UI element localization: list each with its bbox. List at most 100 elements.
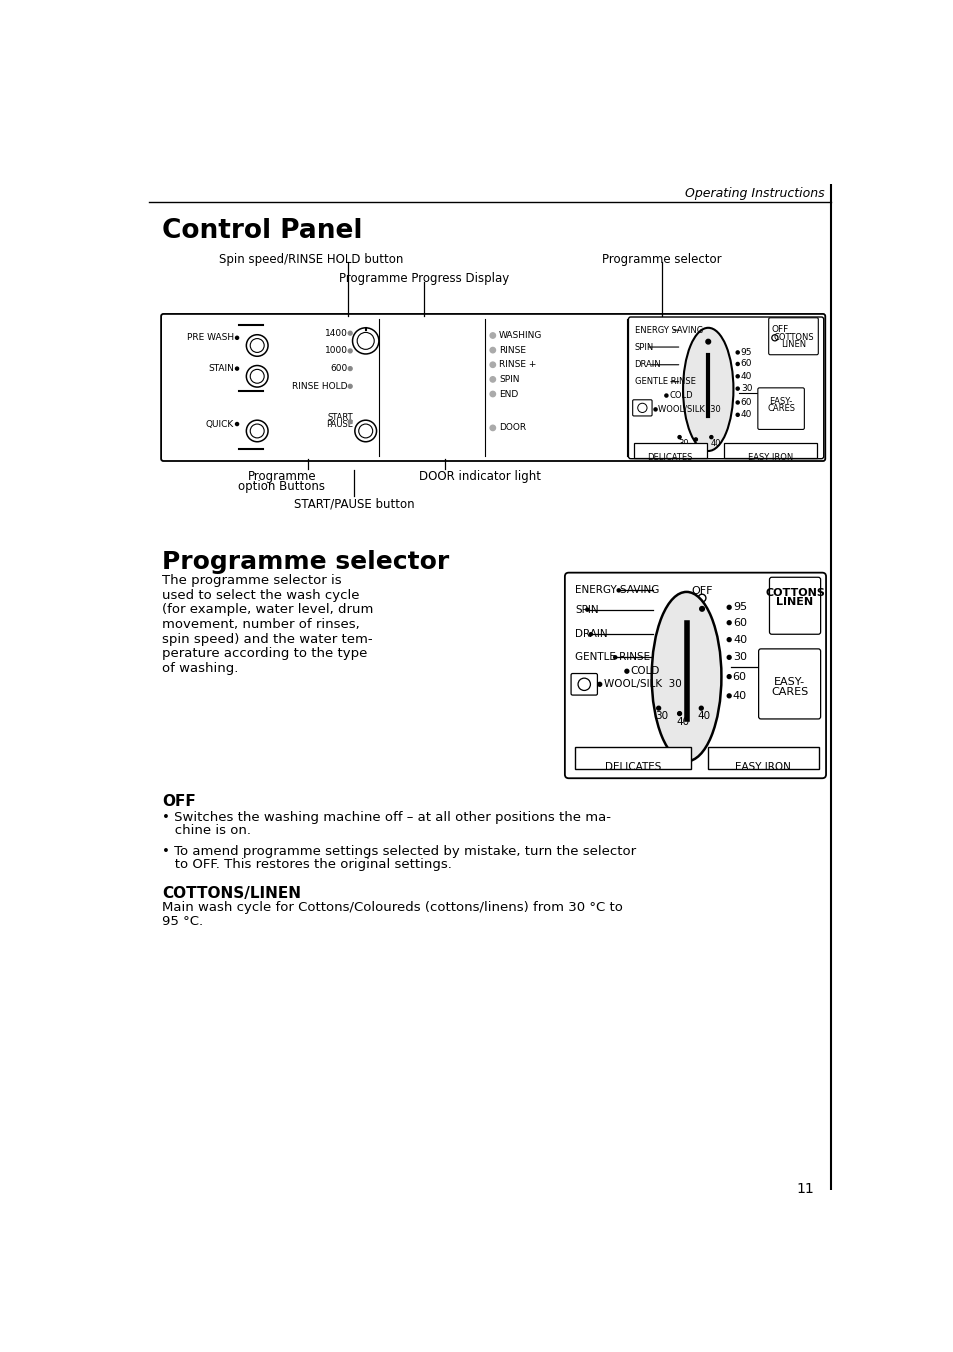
Circle shape (490, 425, 495, 430)
Circle shape (736, 362, 739, 365)
Text: RINSE +: RINSE + (498, 360, 536, 369)
Text: of washing.: of washing. (162, 662, 238, 675)
Text: Main wash cycle for Cottons/Coloureds (cottons/linens) from 30 °C to: Main wash cycle for Cottons/Coloureds (c… (162, 902, 622, 914)
Circle shape (736, 414, 739, 416)
FancyBboxPatch shape (757, 388, 803, 430)
Text: 60: 60 (732, 672, 745, 681)
Text: 1400: 1400 (325, 329, 348, 338)
Circle shape (235, 366, 238, 370)
Text: 40: 40 (732, 691, 745, 700)
Circle shape (613, 656, 617, 658)
Text: 60: 60 (740, 360, 752, 369)
Text: 40: 40 (697, 711, 710, 721)
Text: GENTLE RINSE: GENTLE RINSE (575, 653, 649, 662)
Text: COTTONS: COTTONS (764, 588, 824, 598)
Text: 11: 11 (796, 1183, 813, 1197)
Text: 95: 95 (732, 602, 746, 612)
Text: DRAIN: DRAIN (575, 629, 607, 639)
Text: 95 °C.: 95 °C. (162, 914, 203, 927)
Text: (for example, water level, drum: (for example, water level, drum (162, 603, 373, 617)
Text: movement, number of rinses,: movement, number of rinses, (162, 618, 359, 631)
Circle shape (585, 608, 588, 611)
Text: COLD: COLD (669, 391, 693, 400)
Circle shape (617, 589, 619, 592)
Circle shape (348, 349, 352, 353)
Circle shape (694, 438, 697, 441)
Text: 30: 30 (678, 439, 688, 449)
Ellipse shape (651, 592, 720, 761)
Text: used to select the wash cycle: used to select the wash cycle (162, 589, 359, 602)
Text: Operating Instructions: Operating Instructions (684, 187, 823, 200)
Circle shape (726, 621, 730, 625)
Text: to OFF. This restores the original settings.: to OFF. This restores the original setti… (162, 859, 452, 871)
FancyBboxPatch shape (758, 649, 820, 719)
Circle shape (348, 384, 352, 388)
Text: 1000: 1000 (325, 346, 348, 356)
Circle shape (348, 331, 352, 335)
Circle shape (490, 362, 495, 368)
Text: 40: 40 (710, 439, 720, 449)
Circle shape (598, 683, 601, 687)
Text: EASY IRON: EASY IRON (735, 763, 790, 772)
Text: OFF: OFF (770, 326, 787, 334)
Circle shape (736, 375, 739, 377)
Text: 40: 40 (740, 410, 751, 419)
Text: DRAIN: DRAIN (634, 360, 660, 369)
Text: Programme selector: Programme selector (601, 253, 720, 266)
Text: 60: 60 (740, 397, 752, 407)
Text: 40: 40 (693, 443, 703, 453)
Bar (723, 442, 816, 458)
Text: perature according to the type: perature according to the type (162, 648, 367, 660)
Text: PAUSE: PAUSE (326, 420, 354, 430)
Circle shape (736, 402, 739, 404)
Circle shape (664, 393, 667, 397)
Text: RINSE: RINSE (498, 346, 525, 354)
Text: ENERGY SAVING: ENERGY SAVING (575, 585, 659, 595)
Circle shape (654, 408, 657, 411)
Text: STAIN: STAIN (208, 364, 233, 373)
Text: QUICK: QUICK (206, 419, 233, 429)
Text: OFF: OFF (162, 794, 195, 808)
Text: Control Panel: Control Panel (162, 218, 362, 243)
Circle shape (709, 435, 712, 438)
Text: CARES: CARES (766, 404, 794, 412)
Text: DELICATES: DELICATES (604, 763, 660, 772)
Text: GENTLE RINSE: GENTLE RINSE (634, 377, 695, 387)
Text: 40: 40 (740, 372, 751, 381)
Text: DELICATES: DELICATES (647, 453, 692, 462)
Circle shape (726, 675, 730, 679)
Bar (707, 748, 819, 769)
Circle shape (699, 706, 702, 710)
Text: chine is on.: chine is on. (162, 825, 251, 837)
Text: 95: 95 (740, 347, 752, 357)
Text: CARES: CARES (770, 687, 807, 696)
Text: DOOR: DOOR (498, 423, 525, 433)
Text: START/PAUSE button: START/PAUSE button (294, 498, 414, 510)
Text: spin speed) and the water tem-: spin speed) and the water tem- (162, 633, 372, 646)
Text: SPIN: SPIN (575, 604, 598, 615)
FancyBboxPatch shape (632, 400, 652, 416)
Text: COTTONS: COTTONS (772, 333, 813, 342)
Circle shape (235, 337, 238, 339)
FancyBboxPatch shape (161, 314, 824, 461)
Circle shape (678, 435, 680, 438)
Text: LINEN: LINEN (776, 598, 813, 607)
Text: PRE WASH: PRE WASH (187, 334, 233, 342)
Text: END: END (498, 389, 517, 399)
Circle shape (736, 387, 739, 391)
Text: RINSE HOLD: RINSE HOLD (292, 381, 348, 391)
FancyBboxPatch shape (564, 573, 825, 779)
Circle shape (490, 377, 495, 383)
Circle shape (726, 694, 730, 698)
Circle shape (677, 711, 680, 715)
Text: 40: 40 (732, 634, 746, 645)
FancyBboxPatch shape (769, 577, 820, 634)
Circle shape (726, 638, 730, 642)
Circle shape (235, 423, 238, 426)
Text: EASY IRON: EASY IRON (747, 453, 792, 462)
Text: 600: 600 (331, 364, 348, 373)
Text: LINEN: LINEN (781, 341, 805, 349)
Text: 30: 30 (740, 384, 752, 393)
Text: OFF: OFF (691, 585, 712, 596)
Circle shape (726, 606, 730, 610)
